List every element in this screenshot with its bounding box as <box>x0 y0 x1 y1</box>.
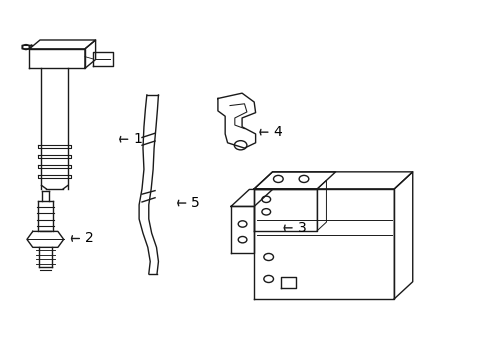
Text: 2: 2 <box>71 231 94 246</box>
Text: 1: 1 <box>120 132 142 146</box>
Text: 3: 3 <box>284 221 306 235</box>
Text: 5: 5 <box>178 196 200 210</box>
Text: 4: 4 <box>260 125 282 139</box>
